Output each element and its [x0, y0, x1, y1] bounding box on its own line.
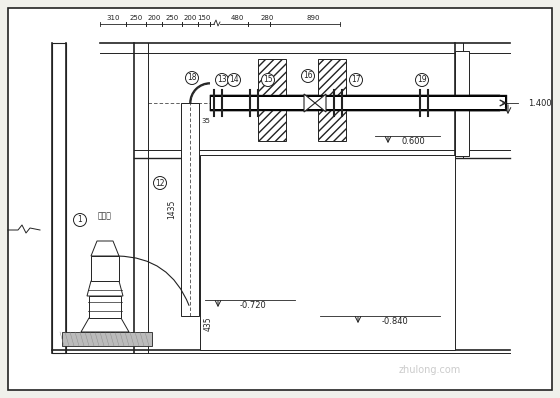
- Circle shape: [416, 74, 428, 86]
- Text: 150: 150: [197, 15, 211, 21]
- Text: 200: 200: [183, 15, 197, 21]
- Text: 250: 250: [129, 15, 143, 21]
- Bar: [258, 59, 286, 141]
- Bar: [211, 97, 499, 109]
- Bar: [181, 103, 199, 316]
- Text: 435: 435: [203, 317, 212, 331]
- Text: 1.400: 1.400: [528, 98, 552, 107]
- Bar: [91, 256, 119, 281]
- Circle shape: [227, 74, 240, 86]
- Polygon shape: [315, 94, 326, 112]
- Text: 17: 17: [351, 76, 361, 84]
- Circle shape: [216, 74, 228, 86]
- Polygon shape: [91, 241, 119, 256]
- Circle shape: [301, 70, 315, 82]
- Text: 280: 280: [260, 15, 274, 21]
- Bar: [200, 155, 455, 350]
- Bar: [210, 95, 500, 111]
- Bar: [52, 43, 66, 353]
- Circle shape: [73, 213, 86, 226]
- Polygon shape: [87, 281, 123, 296]
- Bar: [470, 97, 505, 109]
- Polygon shape: [81, 318, 129, 332]
- Text: 35: 35: [202, 118, 211, 124]
- Bar: [62, 332, 152, 346]
- Text: 890: 890: [306, 15, 320, 21]
- Text: 16: 16: [303, 72, 313, 80]
- Text: 13: 13: [217, 76, 227, 84]
- Text: 15: 15: [263, 76, 273, 84]
- Text: -0.720: -0.720: [240, 302, 267, 310]
- Text: 12: 12: [155, 178, 165, 187]
- Bar: [210, 95, 500, 111]
- Text: 0.600: 0.600: [401, 137, 425, 146]
- Circle shape: [153, 176, 166, 189]
- Circle shape: [185, 72, 198, 84]
- Bar: [89, 296, 121, 318]
- Text: 19: 19: [417, 76, 427, 84]
- Text: 310: 310: [106, 15, 120, 21]
- Circle shape: [349, 74, 362, 86]
- Text: 480: 480: [230, 15, 244, 21]
- Polygon shape: [304, 94, 315, 112]
- Text: 18: 18: [187, 74, 197, 82]
- Bar: [455, 51, 469, 156]
- Bar: [211, 97, 499, 109]
- Circle shape: [262, 74, 274, 86]
- Text: 污水泵: 污水泵: [98, 211, 112, 220]
- Text: 1: 1: [78, 215, 82, 224]
- Text: zhulong.com: zhulong.com: [399, 365, 461, 375]
- Text: 1435: 1435: [167, 200, 176, 219]
- Bar: [318, 59, 346, 141]
- Text: 200: 200: [147, 15, 161, 21]
- Bar: [469, 95, 507, 111]
- Text: 14: 14: [229, 76, 239, 84]
- Text: -0.840: -0.840: [381, 318, 408, 326]
- Text: 250: 250: [165, 15, 179, 21]
